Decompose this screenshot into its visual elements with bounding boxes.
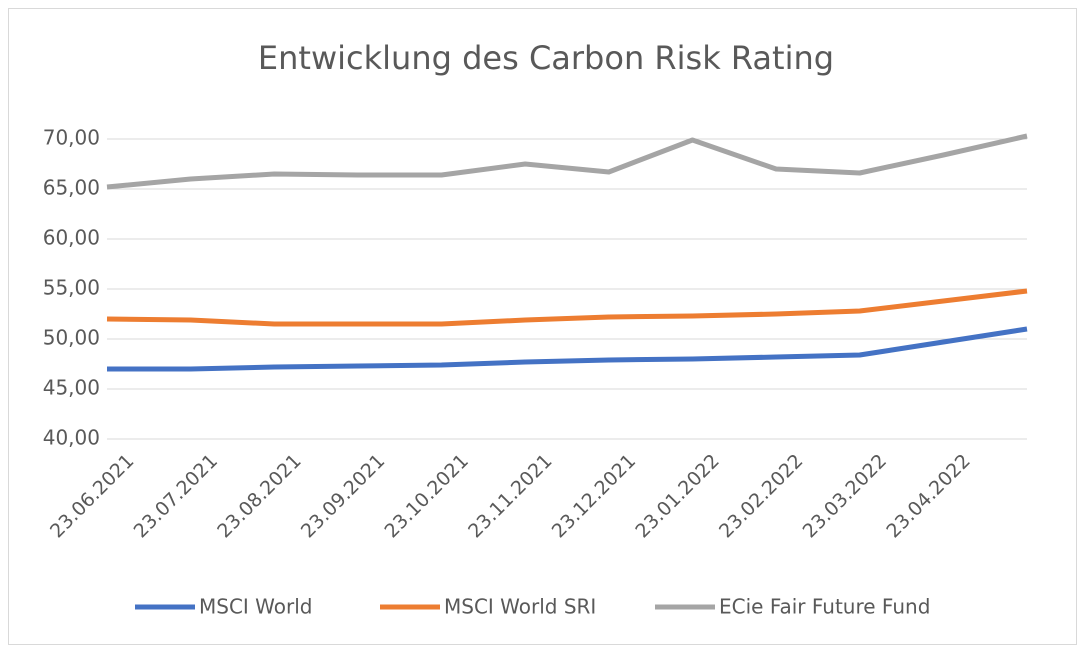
chart-frame bbox=[8, 8, 1077, 645]
y-tick-label: 70,00 bbox=[43, 126, 100, 150]
y-tick-label: 55,00 bbox=[43, 276, 100, 300]
y-tick-label: 65,00 bbox=[43, 176, 100, 200]
legend-label: MSCI World bbox=[199, 595, 313, 619]
y-tick-label: 45,00 bbox=[43, 376, 100, 400]
series-line bbox=[106, 133, 1028, 190]
y-tick-label: 40,00 bbox=[43, 426, 100, 450]
legend-label: ECie Fair Future Fund bbox=[719, 595, 930, 619]
y-tick-label: 50,00 bbox=[43, 326, 100, 350]
y-tick-label: 60,00 bbox=[43, 226, 100, 250]
legend-label: MSCI World SRI bbox=[444, 595, 596, 619]
series-line bbox=[107, 326, 1028, 372]
series-line bbox=[106, 288, 1028, 327]
chart-title: Entwicklung des Carbon Risk Rating bbox=[258, 39, 834, 77]
